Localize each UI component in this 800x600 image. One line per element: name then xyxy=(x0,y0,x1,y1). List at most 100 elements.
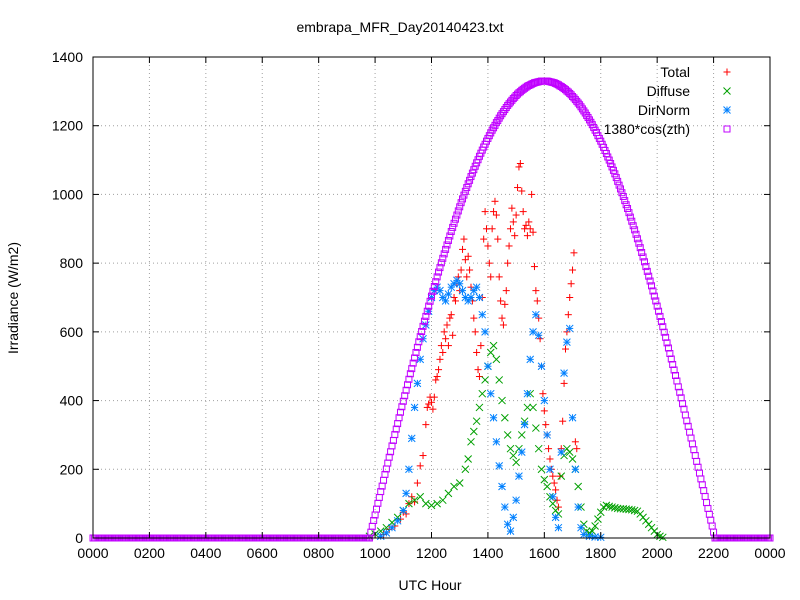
data-point xyxy=(489,413,498,422)
data-point xyxy=(515,472,523,481)
data-point xyxy=(426,297,434,305)
legend-label: 1380*cos(zth) xyxy=(604,121,690,137)
x-tick-label: 1600 xyxy=(529,545,560,561)
data-point xyxy=(499,321,507,329)
data-point xyxy=(666,350,674,358)
data-point xyxy=(444,342,452,350)
data-point xyxy=(478,389,487,398)
data-point xyxy=(399,397,407,405)
data-point xyxy=(503,520,512,529)
data-point xyxy=(619,192,627,200)
data-point xyxy=(688,440,696,448)
data-point xyxy=(399,506,408,515)
data-point xyxy=(418,328,426,336)
data-point xyxy=(425,302,433,310)
data-point xyxy=(456,203,464,211)
data-point xyxy=(477,342,485,350)
data-point xyxy=(660,328,668,336)
data-point xyxy=(517,431,526,439)
data-point xyxy=(411,354,419,362)
legend-marker xyxy=(723,68,731,76)
legend-marker xyxy=(723,87,731,95)
data-point xyxy=(662,333,670,341)
x-tick-label: 2000 xyxy=(642,545,673,561)
data-point xyxy=(520,420,529,429)
data-point xyxy=(412,348,420,356)
data-point xyxy=(455,279,464,288)
data-point xyxy=(707,516,715,524)
data-point xyxy=(630,506,639,515)
data-point xyxy=(548,492,557,501)
x-tick-label: 0000 xyxy=(754,545,785,561)
data-point xyxy=(625,209,633,217)
data-point xyxy=(461,187,469,195)
data-point xyxy=(437,342,445,350)
data-point xyxy=(543,482,552,491)
data-point xyxy=(484,362,492,371)
data-point xyxy=(639,253,647,261)
y-tick-label: 1400 xyxy=(52,49,83,65)
data-point xyxy=(615,181,623,189)
x-tick-label: 0000 xyxy=(77,545,108,561)
data-point xyxy=(633,235,641,243)
data-point xyxy=(704,504,712,512)
data-point xyxy=(533,297,541,305)
data-point xyxy=(681,411,689,419)
data-point xyxy=(687,434,695,442)
data-point xyxy=(491,197,499,205)
data-point xyxy=(380,476,388,484)
data-point xyxy=(500,413,509,422)
data-point xyxy=(501,300,509,308)
data-point xyxy=(695,469,703,477)
data-point xyxy=(469,427,478,436)
data-point xyxy=(392,425,400,433)
data-point xyxy=(632,230,640,238)
legend-label: DirNorm xyxy=(638,102,690,118)
data-point xyxy=(416,462,424,470)
data-point xyxy=(488,225,496,233)
legend: Total Diffuse DirNorm 1380*cos(zth) xyxy=(604,64,731,137)
data-point xyxy=(498,482,506,491)
y-tick-label: 1000 xyxy=(52,186,83,202)
data-point xyxy=(457,266,465,274)
data-point xyxy=(396,408,404,416)
data-point xyxy=(495,461,504,470)
legend-label: Diffuse xyxy=(647,83,691,99)
y-tick-label: 400 xyxy=(60,393,84,409)
data-point xyxy=(413,479,421,487)
data-point xyxy=(439,348,447,356)
data-point xyxy=(534,444,543,453)
data-point xyxy=(512,211,520,219)
data-point xyxy=(428,398,435,406)
data-point xyxy=(470,314,478,322)
data-point xyxy=(444,489,453,498)
data-point xyxy=(506,527,515,535)
data-point xyxy=(614,177,622,185)
data-point xyxy=(605,502,614,511)
data-point xyxy=(393,516,402,525)
data-point xyxy=(377,488,385,496)
x-tick-label: 1800 xyxy=(585,545,616,561)
data-point xyxy=(540,407,548,415)
data-point xyxy=(376,532,385,541)
data-point xyxy=(498,314,506,322)
data-point xyxy=(413,379,422,388)
data-point xyxy=(446,314,454,322)
data-point xyxy=(433,373,441,381)
data-point xyxy=(458,286,467,295)
data-point xyxy=(534,331,543,340)
data-point xyxy=(475,403,484,412)
data-point xyxy=(676,388,684,396)
data-point xyxy=(528,190,536,198)
chart-title: embrapa_MFR_Day20140423.txt xyxy=(296,19,503,35)
data-point xyxy=(552,486,560,494)
data-point xyxy=(532,287,540,295)
data-point xyxy=(401,392,409,400)
data-point xyxy=(511,232,519,240)
data-point xyxy=(368,522,376,530)
data-point xyxy=(523,232,531,240)
data-point xyxy=(450,219,458,227)
data-point xyxy=(419,322,427,330)
data-point xyxy=(441,297,450,305)
data-point xyxy=(415,338,423,346)
